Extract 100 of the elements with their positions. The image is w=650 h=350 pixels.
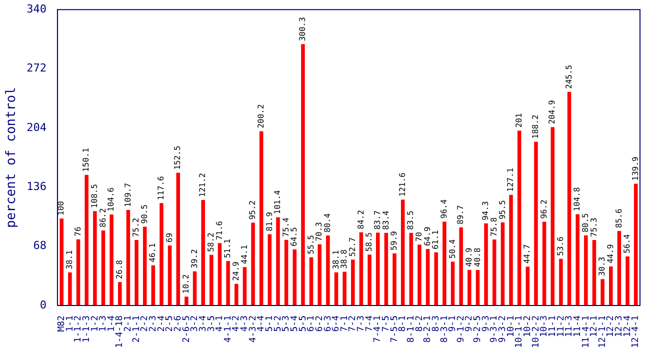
bar	[376, 232, 380, 306]
data-label: 24.9	[231, 261, 240, 281]
bar	[418, 244, 422, 306]
bar	[368, 254, 372, 306]
bar	[259, 131, 264, 306]
x-tick-label: 7-5	[382, 315, 392, 332]
bar	[576, 214, 580, 306]
data-label: 121.2	[198, 172, 208, 198]
bar	[326, 236, 330, 306]
data-label: 64.9	[422, 226, 432, 246]
y-tick-label: 68	[33, 239, 46, 252]
bar	[68, 272, 72, 306]
data-label: 127.1	[506, 168, 516, 192]
data-label: 26.8	[114, 260, 124, 280]
data-label: 89.7	[456, 204, 466, 224]
bar	[400, 200, 405, 306]
x-tick-label: 1-1-3	[82, 315, 92, 343]
data-label: 90.5	[140, 204, 149, 224]
data-label: 61.1	[431, 230, 440, 250]
bar	[351, 260, 355, 306]
bar	[251, 222, 255, 306]
y-tick-label: 136	[26, 180, 46, 193]
data-label: 52.7	[348, 237, 357, 257]
x-tick-label: 2-6	[173, 315, 184, 332]
bar	[176, 172, 180, 306]
data-label: 59.9	[390, 230, 399, 250]
x-tick-label: 7-3	[356, 315, 367, 332]
data-label: 40.9	[464, 247, 474, 267]
bar	[384, 232, 388, 306]
bar	[534, 142, 538, 306]
data-label: 46.1	[148, 242, 158, 262]
data-label: 69	[164, 232, 174, 242]
data-label: 204.9	[548, 100, 557, 124]
data-label: 201	[514, 112, 524, 128]
bar	[318, 244, 322, 306]
data-label: 58.5	[364, 232, 374, 252]
bar	[484, 223, 488, 306]
bar	[434, 252, 438, 306]
bar	[450, 262, 455, 306]
data-label: 245.5	[564, 64, 574, 89]
data-label: 96.2	[539, 199, 548, 219]
data-label: 84.2	[356, 210, 366, 230]
bar	[118, 282, 122, 306]
bar	[517, 130, 522, 306]
x-tick-label: 1-3	[98, 315, 109, 332]
bar	[210, 254, 214, 306]
x-tick-label: 9-3	[481, 315, 492, 332]
data-label: 44.7	[522, 244, 532, 264]
data-label: 80.4	[323, 213, 332, 233]
bar	[600, 279, 604, 306]
data-label: 96.4	[440, 199, 449, 219]
data-label: 95.2	[248, 200, 258, 220]
data-label: 75.2	[132, 218, 141, 238]
data-label: 53.6	[556, 236, 566, 256]
x-tick-label: 2-6-5	[182, 315, 192, 343]
data-label: 38.8	[340, 249, 349, 269]
data-label: 50.4	[448, 239, 457, 259]
bar	[342, 272, 346, 306]
bar	[426, 249, 430, 306]
bar	[192, 271, 197, 306]
data-label: 152.5	[173, 146, 182, 170]
bar	[392, 253, 396, 306]
data-label: 70.3	[314, 222, 324, 242]
x-tick-label: 5-3	[282, 315, 292, 332]
bar	[268, 234, 272, 306]
x-tick-label: 7-5-5	[390, 315, 400, 343]
bar	[284, 240, 288, 306]
x-tick-label: 8-1-1	[406, 315, 416, 343]
bar	[409, 232, 414, 306]
bar	[459, 227, 463, 306]
bar	[617, 230, 622, 306]
bar	[160, 203, 164, 306]
data-label: 86.2	[98, 208, 108, 228]
bar	[550, 127, 554, 306]
bar	[334, 272, 338, 306]
data-label: 44.1	[240, 244, 249, 264]
x-tick-label: 4-4	[256, 315, 267, 332]
data-label: 51.1	[223, 238, 232, 258]
x-tick-label: 8-3	[431, 315, 442, 332]
x-tick-label: 11-4	[572, 315, 583, 338]
x-tick-label: 7-4-1	[373, 315, 384, 343]
bar	[101, 230, 106, 306]
data-label: 94.3	[481, 200, 490, 220]
data-label: 71.6	[214, 220, 224, 240]
data-label: 81.9	[264, 212, 274, 232]
data-label: 95.5	[498, 200, 507, 220]
data-label: 76	[73, 226, 82, 236]
data-label: 200.2	[256, 104, 266, 128]
bar	[468, 270, 472, 306]
bar	[559, 258, 563, 306]
x-tick-label: 3-4	[198, 315, 208, 332]
x-tick-label: 7-4	[364, 315, 375, 332]
x-tick-label: 11-3	[564, 315, 575, 338]
bar	[242, 267, 247, 306]
data-label: 10.2	[182, 274, 191, 294]
bar	[184, 296, 188, 306]
data-label: 100	[56, 200, 66, 216]
x-tick-label: 5-5	[298, 315, 308, 332]
x-tick-label: 6-4	[332, 315, 342, 332]
data-label: 38.1	[65, 250, 74, 270]
